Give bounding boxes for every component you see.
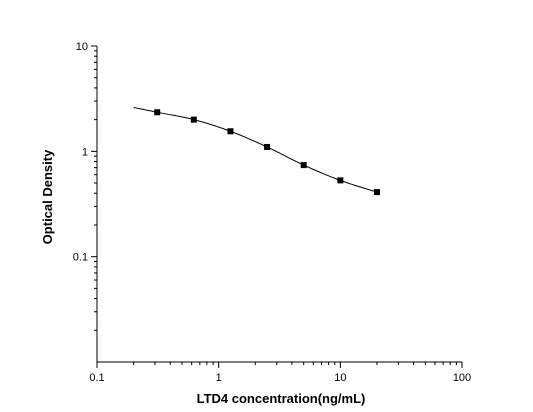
x-tick-label: 0.1	[89, 372, 104, 384]
fit-curve	[133, 107, 378, 193]
data-point	[373, 189, 380, 196]
y-tick-label: 10	[76, 41, 88, 53]
tick-labels: 0.1 1 10 100 0.1 1 10	[73, 41, 471, 384]
x-tick-label: 100	[453, 372, 471, 384]
data-point	[300, 162, 307, 169]
y-tick-label: 1	[82, 146, 88, 158]
x-tick-label: 1	[216, 372, 222, 384]
y-axis-label: Optical Density	[40, 149, 55, 244]
y-tick-label: 0.1	[73, 252, 88, 264]
data-point	[227, 128, 234, 135]
data-point	[264, 143, 271, 150]
fit-curve-layer	[133, 107, 378, 193]
tick-marks	[91, 45, 463, 368]
data-point	[337, 177, 344, 184]
data-point	[154, 109, 161, 116]
axes	[96, 46, 462, 363]
x-axis-label: LTD4 concentration(ng/mL)	[197, 391, 366, 406]
data-points	[154, 109, 380, 196]
x-tick-label: 10	[334, 372, 346, 384]
data-point	[190, 116, 197, 123]
